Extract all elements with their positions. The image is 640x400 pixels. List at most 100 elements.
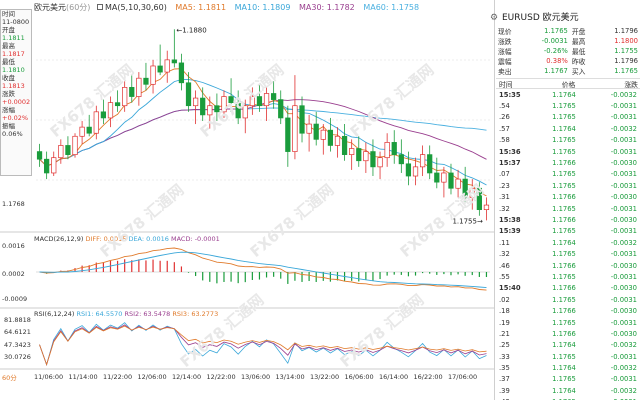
tick-row: 15:39 1.1765 -0.0031 [496,226,640,237]
tick-row: .58 1.1765 -0.0031 [496,135,640,146]
chart-area[interactable]: 欧元美元(60分) MA(5,10,30,60) MA5: 1.1811 MA1… [0,0,495,400]
x-axis-label: 13/22:00 [310,373,340,381]
candle-body [44,158,50,174]
ma-label: MA(5,10,30,60) [104,3,167,12]
tick-row: .35 1.1764 -0.0032 [496,362,640,373]
candle-body [476,187,482,211]
rsi-tick: 47.3423 [4,341,31,349]
x-axis-label: 13/14:00 [275,373,305,381]
tick-time: .33 [499,352,510,361]
tick-change: -0.0030 [610,329,637,338]
tick-price: 1.1764 [552,124,576,133]
macd-value: MACD: -0.0001 [170,235,220,243]
time-label: 时间 [2,10,15,18]
candle-body [285,117,291,152]
tick-price: 1.1765 [552,250,576,259]
time-value: 11-0800 [2,18,30,26]
quote-label: 涨幅 [498,48,512,56]
candle-body [299,105,305,134]
tick-row: 15:35 1.1764 -0.0032 [496,89,640,100]
pct-label: 涨幅 [2,106,15,114]
amplitude-value: 0.06% [2,130,23,138]
candle-body [235,102,241,119]
tick-row: .32 1.1765 -0.0031 [496,203,640,214]
tick-row: .54 1.1765 -0.0031 [496,100,640,111]
tick-time: 15:39 [499,227,521,236]
tick-price: 1.1765 [552,181,576,190]
quote-value: 0.38% [546,57,568,65]
period-selector[interactable]: 60分 [2,374,17,382]
candle-body [384,142,390,159]
quote-value: 1.1765 [544,27,568,35]
candle-body [228,96,234,104]
candle-body [72,135,78,155]
tick-row: .55 1.1765 -0.0031 [496,271,640,282]
tick-time: .57 [499,124,510,133]
rsi3-line [39,325,487,366]
quote-label: 涨跌 [498,38,512,46]
tick-time: .55 [499,272,510,281]
quote-label: 买入 [571,68,586,76]
open-label: 开盘 [2,26,15,34]
tick-price: 1.1765 [552,318,576,327]
tick-change: -0.0032 [610,124,637,133]
rsi3-value: RSI3: 63.2773 [172,310,219,318]
tick-row: .37 1.1765 -0.0031 [496,374,640,385]
tick-time: .46 [499,261,510,270]
candle-body [200,97,206,116]
open-value: 1.1811 [2,34,25,42]
x-axis-label: 11/22:00 [103,373,133,381]
candle-body [263,93,270,107]
quote-label: 现价 [498,28,512,36]
macd-dea-line [39,251,487,289]
tick-change: -0.0031 [610,375,637,384]
candle-body [107,102,114,119]
tick-change: -0.0031 [610,181,637,190]
pct-value: +0.02% [2,114,29,122]
quote-value: 1.1765 [614,67,638,75]
tick-change: -0.0032 [610,341,637,350]
tick-time: .07 [499,170,510,179]
tick-row: .31 1.1766 -0.0030 [496,192,640,203]
tick-time: 15:36 [499,147,521,156]
tick-row: .421.1765-0.0031 [496,397,640,400]
quote-value: 1.1767 [544,67,568,75]
low-label: 最低 [2,58,15,66]
macd-header: MACD(26,12,9) DIFF: 0.0015 DEA: 0.0016 M… [34,235,220,243]
candle-body [185,82,192,107]
tick-time: .35 [499,364,510,373]
tick-time: .25 [499,341,510,350]
candle-body [448,172,454,189]
rsi-title: RSI(6,12,24) [34,310,75,318]
tick-price: 1.1765 [552,102,576,111]
tick-price: 1.1765 [552,113,576,122]
high-value: 1.1817 [2,50,25,58]
tick-list[interactable]: 15:35 1.1764 -0.0032.54 1.1765 -0.0031.26 1.1… [496,89,640,400]
candle-body [377,157,383,168]
tick-row: 15:38 1.1766 -0.0030 [496,214,640,225]
candle-body [370,151,376,168]
ma5-line [39,68,487,197]
quote-value: 1.1796 [614,27,638,35]
tick-time: .37 [499,375,510,384]
tick-time: .42 [496,398,536,400]
candle-body [136,77,142,97]
candle-body [434,172,440,183]
candle-body [65,145,71,155]
candle-body [356,148,362,162]
quote-label: 昨收 [571,58,586,66]
ma-toggle-checkbox[interactable] [96,4,103,10]
close-label: 收盘 [2,74,15,82]
candle-body [412,166,419,177]
col-change: 涨跌 [624,80,638,89]
tick-time: .02 [499,295,510,304]
chart-canvas[interactable]: ←1.1880 1.1755→ [0,0,495,400]
candle-body [455,178,461,189]
rsi-tick: 64.6121 [4,328,31,336]
tick-price: 1.1765 [552,227,576,236]
gear-icon[interactable]: ⚙ [490,13,499,23]
candle-body [398,154,404,165]
tick-row: .39 1.1764 -0.0032 [496,385,640,396]
macd-tick: 0.0016 [2,242,25,250]
candle-body [391,142,397,155]
